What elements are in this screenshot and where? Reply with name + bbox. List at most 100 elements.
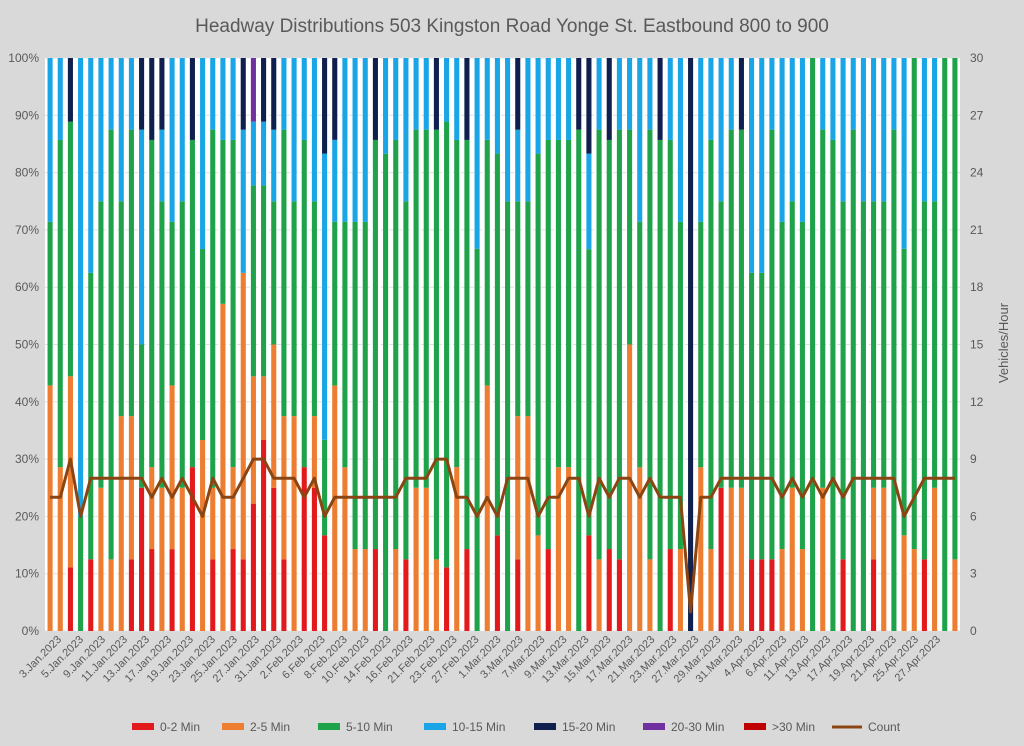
count-line-series <box>50 457 955 614</box>
bar-segment-10-15-min <box>840 58 846 202</box>
legend-label: 10-15 Min <box>452 720 505 734</box>
bar-segment-15-20-min <box>464 58 470 140</box>
legend-swatch <box>132 723 154 730</box>
bar-segment-15-20-min <box>67 58 73 122</box>
bar-segment-10-15-min <box>718 58 724 202</box>
bar-segment-0-2-min <box>322 535 328 631</box>
bar-segment-5-10-min <box>850 129 856 631</box>
bar-segment-5-10-min <box>342 221 348 468</box>
bar-segment-5-10-min <box>210 129 216 488</box>
bar-segment-5-10-min <box>718 201 724 488</box>
bar-segment-2-5-min <box>566 467 572 631</box>
bar-segment-15-20-min <box>688 58 694 631</box>
bar-segment-2-5-min <box>159 487 165 631</box>
bar-segment-15-20-min <box>606 58 612 140</box>
bar-segment-0-2-min <box>606 549 612 631</box>
bar-segment-5-10-min <box>677 221 683 550</box>
bar-segment-10-15-min <box>677 58 683 222</box>
bar-segment-2-5-min <box>118 416 124 631</box>
bar-segment-10-15-min <box>261 121 267 186</box>
bar-segment-10-15-min <box>555 58 561 140</box>
bar-segment-0-2-min <box>444 567 450 631</box>
legend-label: 0-2 Min <box>160 720 200 734</box>
bar-segment-2-5-min <box>535 535 541 631</box>
bar-segment-10-15-min <box>88 58 94 273</box>
bar-segment-2-5-min <box>311 416 317 488</box>
bar-segment-5-10-min <box>799 221 805 550</box>
bar-segment-0-2-min <box>240 559 246 631</box>
bar-segment-5-10-min <box>433 129 439 560</box>
bar-segment-5-10-min <box>515 201 521 417</box>
legend-swatch <box>318 723 340 730</box>
bar-segment-10-15-min <box>108 58 114 130</box>
bar-segment-10-15-min <box>393 58 399 140</box>
bar-segment-2-5-min <box>454 467 460 631</box>
bar-segment-2-5-min <box>555 467 561 631</box>
bar-segment-0-2-min <box>921 559 927 631</box>
bar-segment-2-5-min <box>393 549 399 631</box>
bar-segment-2-5-min <box>952 559 958 631</box>
y-left-tick-label: 10% <box>15 567 39 581</box>
bar-segment-5-10-min <box>383 153 389 632</box>
bar-segment-2-5-min <box>637 467 643 631</box>
bar-segment-15-20-min <box>271 58 277 130</box>
bar-segment-0-2-min <box>494 535 500 631</box>
bar-segment-0-2-min <box>210 559 216 631</box>
bar-segment-15-20-min <box>189 58 195 140</box>
bar-segment-0-2-min <box>311 487 317 631</box>
bar-segment-5-10-min <box>484 139 490 386</box>
bar-segment-10-15-min <box>220 58 226 140</box>
bar-segment-15-20-min <box>657 58 663 140</box>
bar-segment-10-15-min <box>494 58 500 154</box>
bar-segment-5-10-min <box>901 248 907 536</box>
bar-segment-2-5-min <box>281 416 287 560</box>
bar-segment-5-10-min <box>891 129 897 631</box>
bar-segment-5-10-min <box>535 153 541 536</box>
legend-swatch <box>744 723 766 730</box>
bar-segment-10-15-min <box>515 129 521 202</box>
bar-segment-10-15-min <box>413 58 419 130</box>
bar-segment-5-10-min <box>352 221 358 550</box>
bar-segment-2-5-min <box>149 467 155 550</box>
bar-segment-2-5-min <box>799 549 805 631</box>
bar-segment-5-10-min <box>810 58 816 631</box>
bar-segment-0-2-min <box>169 549 175 631</box>
bar-segment-10-15-min <box>240 129 246 273</box>
bar-segment-15-20-min <box>332 58 338 140</box>
bar-segment-2-5-min <box>332 385 338 631</box>
bar-segment-10-15-min <box>850 58 856 130</box>
bar-segment-10-15-min <box>932 58 938 202</box>
left-y-axis: 0% 10% 20% 30% 40% 50% 60% 70% 80% 90% 100% <box>8 51 39 638</box>
bar-segment-0-2-min <box>372 549 378 631</box>
bar-segment-0-2-min <box>749 559 755 631</box>
legend-label: >30 Min <box>772 720 815 734</box>
legend-label: 5-10 Min <box>346 720 393 734</box>
bar-segment-2-5-min <box>240 272 246 560</box>
bar-segment-5-10-min <box>657 139 663 631</box>
bar-segment-10-15-min <box>342 58 348 222</box>
bar-segment-5-10-min <box>108 129 114 560</box>
legend: 0-2 Min 2-5 Min 5-10 Min 10-15 Min 15-20 Min… <box>132 720 901 734</box>
bar-segment-10-15-min <box>871 58 877 202</box>
bar-segment-5-10-min <box>667 139 673 550</box>
bar-segment-5-10-min <box>169 221 175 386</box>
bar-segment-10-15-min <box>484 58 490 140</box>
bar-segment-0-2-min <box>88 559 94 631</box>
y-left-tick-label: 50% <box>15 338 39 352</box>
y-right-tick-label: 0 <box>970 624 977 638</box>
bar-segment-2-5-min <box>627 344 633 631</box>
bar-segment-5-10-min <box>88 272 94 560</box>
bar-segment-5-10-min <box>250 185 256 377</box>
bar-segment-5-10-min <box>281 129 287 417</box>
bar-segment-5-10-min <box>230 139 236 468</box>
bar-segment-5-10-min <box>423 129 429 488</box>
bar-segment-15-20-min <box>322 58 328 154</box>
bar-segment-10-15-min <box>616 58 622 130</box>
bar-segment-2-5-min <box>230 467 236 550</box>
bar-segment-10-15-min <box>860 58 866 202</box>
y-right-tick-label: 15 <box>970 338 984 352</box>
bar-segment-5-10-min <box>98 201 104 488</box>
bar-segment-5-10-min <box>830 139 836 631</box>
bar-segment-10-15-min <box>322 153 328 440</box>
